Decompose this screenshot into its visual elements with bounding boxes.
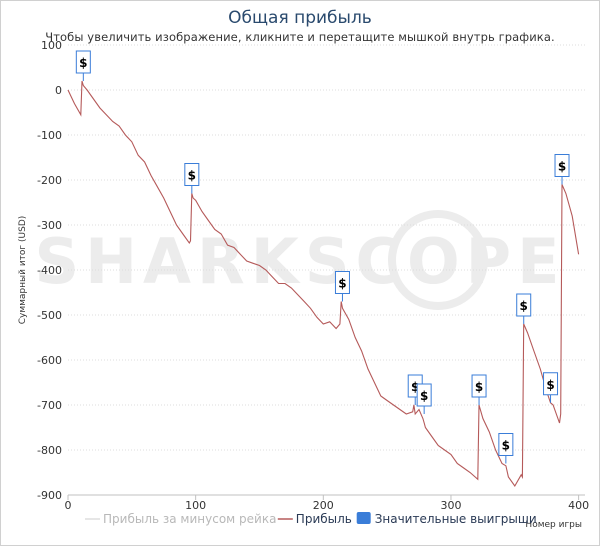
series-line-1 — [67, 80, 580, 488]
y-tick-label: -300 — [37, 219, 62, 232]
watermark-scope-ring — [388, 210, 488, 310]
legend-label: Прибыль — [296, 512, 352, 526]
marker-label: $ — [520, 299, 528, 313]
big-win-marker[interactable]: $ — [543, 372, 559, 403]
marker-label: $ — [475, 380, 483, 394]
x-axis-ticks: 0 100 200 300 400 — [65, 495, 589, 512]
big-win-marker[interactable]: $ — [334, 271, 350, 302]
marker-label: $ — [188, 169, 196, 183]
legend-label: Значительные выигрыши — [375, 512, 537, 526]
big-win-marker[interactable]: $ — [498, 433, 514, 464]
y-tick-label: 100 — [41, 39, 62, 52]
marker-label: $ — [546, 378, 554, 392]
legend-label: Прибыль за минусом рейка — [103, 512, 276, 526]
x-axis-title: Номер игры — [525, 520, 582, 530]
y-tick-label: -200 — [37, 174, 62, 187]
y-tick-label: -100 — [37, 129, 62, 142]
big-win-marker[interactable]: $ — [471, 374, 487, 405]
x-tick-label: 0 — [65, 499, 72, 512]
y-tick-label: 0 — [55, 84, 62, 97]
legend[interactable]: Прибыль за минусом рейка Прибыль Значитель… — [85, 512, 537, 526]
marker-flag — [416, 383, 432, 407]
x-tick-label: 200 — [313, 499, 334, 512]
y-tick-label: -900 — [37, 489, 62, 502]
chart-subtitle: Чтобы увеличить изображение, кликните и … — [45, 30, 555, 44]
big-win-marker[interactable]: $ — [75, 50, 91, 81]
y-tick-label: -700 — [37, 399, 62, 412]
marker-flag — [334, 271, 350, 294]
legend-box-swatch — [356, 512, 371, 524]
chart-title: Общая прибыль — [228, 8, 372, 28]
marker-label: $ — [420, 389, 428, 403]
x-tick-label: 400 — [568, 499, 589, 512]
big-win-marker[interactable]: $ — [416, 383, 432, 414]
marker-flag — [498, 433, 514, 456]
marker-label: $ — [79, 56, 87, 70]
marker-flag — [516, 293, 532, 317]
big-win-marker[interactable]: $ — [184, 163, 200, 194]
y-tick-label: -500 — [37, 309, 62, 322]
marker-flag — [554, 154, 570, 177]
legend-item-1[interactable]: Прибыль — [277, 512, 352, 526]
marker-label: $ — [411, 380, 419, 394]
big-win-markers[interactable]: $$$$$$$$$$ — [75, 50, 570, 464]
marker-flag — [471, 374, 487, 398]
marker-label: $ — [558, 160, 566, 174]
marker-label: $ — [502, 439, 510, 453]
y-axis-title: Суммарный итог (USD) — [18, 216, 28, 325]
y-tick-label: -600 — [37, 354, 62, 367]
legend-item-0[interactable]: Прибыль за минусом рейка — [85, 512, 276, 526]
marker-flag — [543, 372, 559, 396]
big-win-marker[interactable]: $ — [516, 293, 532, 324]
marker-flag — [184, 163, 200, 186]
grid-lines — [68, 44, 585, 496]
series-layer — [67, 80, 580, 488]
x-tick-label: 300 — [440, 499, 461, 512]
sharkscope-watermark: SHARKSCOPE — [35, 210, 559, 310]
legend-item-big-wins[interactable]: Значительные выигрыши — [356, 512, 537, 526]
y-axis-ticks: 100 0 -100 -200 -300 -400 -500 -600 -700 -800 -900 — [37, 39, 62, 502]
big-win-marker[interactable]: $ — [554, 154, 570, 185]
marker-flag — [75, 50, 91, 74]
y-tick-label: -800 — [37, 444, 62, 457]
x-tick-label: 100 — [185, 499, 206, 512]
y-tick-label: -400 — [37, 264, 62, 277]
marker-label: $ — [338, 277, 346, 291]
